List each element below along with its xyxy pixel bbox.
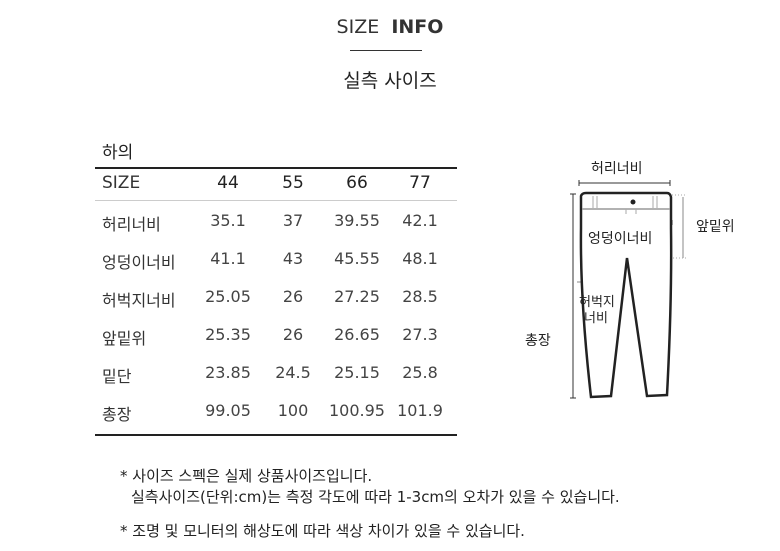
cell-value: 26	[282, 325, 304, 344]
note: * 사이즈 스펙은 실제 상품사이즈입니다.	[120, 467, 373, 485]
label-waist: 허리너비	[591, 161, 643, 177]
cell-value: 45.55	[334, 249, 380, 268]
waist-arrow	[578, 180, 671, 186]
header-cell: 77	[409, 173, 431, 193]
section-title: SIZE INFO	[0, 16, 780, 38]
subtitle: 실측 사이즈	[343, 70, 437, 92]
row-label: 허벅지너비	[102, 291, 176, 310]
note: * 조명 및 모니터의 해상도에 따라 색상 차이가 있을 수 있습니다.	[120, 522, 525, 540]
cell-value: 25.8	[402, 363, 438, 382]
cell-value: 24.5	[275, 363, 311, 382]
cell-value: 26.65	[334, 325, 380, 344]
cell-value: 48.1	[402, 249, 438, 268]
cell-value: 25.15	[334, 363, 380, 382]
cell-value: 27.3	[402, 325, 438, 344]
row-label: 허리너비	[102, 215, 161, 234]
header-cell: 44	[217, 173, 239, 193]
header-cell: 66	[346, 173, 368, 193]
cell-value: 41.1	[210, 249, 246, 268]
table-row: 허리너비 35.1 37 39.55 42.1	[95, 206, 457, 236]
cell-value: 99.05	[205, 401, 251, 420]
cell-value: 37	[282, 211, 304, 230]
table-row: 밑단 23.85 24.5 25.15 25.8	[95, 358, 457, 388]
cell-value: 23.85	[205, 363, 251, 382]
label-length: 총장	[525, 333, 551, 349]
pants-outline	[579, 191, 673, 399]
row-label: 엉덩이너비	[102, 253, 176, 272]
cell-value: 100.95	[329, 401, 385, 420]
table-row: 총장 99.05 100 100.95 101.9	[95, 396, 457, 426]
cell-value: 39.55	[334, 211, 380, 230]
cell-value: 100	[277, 401, 309, 420]
cell-value: 25.35	[205, 325, 251, 344]
label-thigh-2: 너비	[584, 311, 608, 326]
cell-value: 35.1	[210, 211, 246, 230]
table-category: 하의	[102, 143, 134, 163]
length-arrow	[570, 193, 576, 399]
cell-value: 43	[282, 249, 304, 268]
table-header: SIZE 44 55 66 77	[95, 168, 457, 198]
cell-value: 27.25	[334, 287, 380, 306]
cell-value: 28.5	[402, 287, 438, 306]
table-row: 앞밑위 25.35 26 26.65 27.3	[95, 320, 457, 350]
row-label: 총장	[102, 405, 132, 424]
label-hip: 엉덩이너비	[588, 231, 653, 247]
table-row: 허벅지너비 25.05 26 27.25 28.5	[95, 282, 457, 312]
note: 실측사이즈(단위:cm)는 측정 각도에 따라 1-3cm의 오차가 있을 수 …	[131, 488, 620, 506]
cell-value: 25.05	[205, 287, 251, 306]
table-row: 엉덩이너비 41.1 43 45.55 48.1	[95, 244, 457, 274]
cell-value: 42.1	[402, 211, 438, 230]
table-bottom-line	[95, 434, 457, 436]
header-cell: SIZE	[102, 173, 141, 193]
label-rise: 앞밑위	[696, 219, 735, 235]
belt-loops	[592, 196, 658, 214]
cell-value: 101.9	[397, 401, 443, 420]
title-light: SIZE	[336, 16, 380, 38]
row-label: 밑단	[102, 367, 132, 386]
row-label: 앞밑위	[102, 329, 147, 348]
cell-value: 26	[282, 287, 304, 306]
label-thigh: 허벅지	[579, 295, 615, 310]
header-cell: 55	[282, 173, 304, 193]
table-top-line	[95, 167, 457, 169]
title-bold: INFO	[391, 16, 444, 38]
title-divider	[350, 50, 422, 51]
button-icon	[630, 199, 636, 205]
header-divider	[95, 200, 457, 201]
